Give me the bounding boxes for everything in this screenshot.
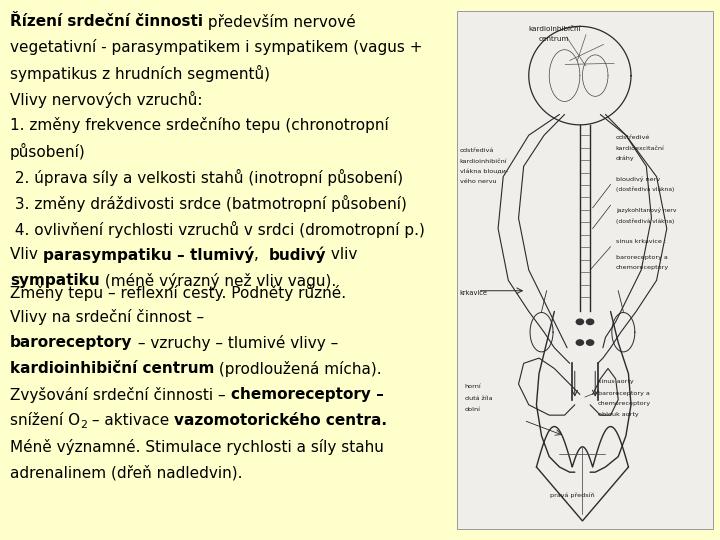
- Text: Řízení srdeční činnosti: Řízení srdeční činnosti: [10, 14, 203, 29]
- Text: horní: horní: [465, 384, 482, 389]
- Text: baroreceptory: baroreceptory: [10, 335, 132, 350]
- Text: Změny tepu – reflexní cesty. Podněty různé.: Změny tepu – reflexní cesty. Podněty růz…: [10, 284, 346, 301]
- Text: snížení O: snížení O: [10, 413, 80, 428]
- Text: vlákna blouди-: vlákna blouди-: [460, 169, 508, 174]
- Text: sympatikus z hrudních segmentů): sympatikus z hrudních segmentů): [10, 65, 270, 83]
- Text: ,: ,: [254, 247, 269, 262]
- Text: Méně významné. Stimulace rychlosti a síly stahu: Méně významné. Stimulace rychlosti a síl…: [10, 439, 384, 455]
- Text: Vlivy nervových vzruchů:: Vlivy nervových vzruchů:: [10, 91, 202, 109]
- Text: chemoreceptory: chemoreceptory: [616, 265, 669, 270]
- Text: adrenalinem (dřeň nadledvin).: adrenalinem (dřeň nadledvin).: [10, 465, 243, 481]
- Circle shape: [576, 340, 583, 345]
- Text: Zvyšování srdeční činnosti –: Zvyšování srdeční činnosti –: [10, 387, 230, 403]
- Text: 3. změny dráždivosti srdce (batmotropní působení): 3. změny dráždivosti srdce (batmotropní …: [10, 195, 407, 212]
- Text: (méně výrazný než vliv vagu).: (méně výrazný než vliv vagu).: [99, 273, 336, 289]
- Text: baroreceptory a: baroreceptory a: [598, 391, 649, 396]
- Text: (dostředivá vlákna): (dostředivá vlákna): [616, 218, 674, 224]
- Text: baroreceptory a: baroreceptory a: [616, 254, 667, 260]
- Text: 2: 2: [80, 420, 87, 430]
- FancyBboxPatch shape: [457, 11, 713, 529]
- Text: Vliv: Vliv: [10, 247, 42, 262]
- Text: (dostředivá vlákna): (dostředivá vlákna): [616, 187, 674, 192]
- Text: jazykohltanový nerv: jazykohltanový nerv: [616, 208, 676, 213]
- Text: vegetativní - parasympatikem i sympatikem (vagus +: vegetativní - parasympatikem i sympatike…: [10, 39, 423, 56]
- Text: krkavice: krkavice: [460, 291, 487, 296]
- Text: sinus aorty: sinus aorty: [598, 379, 634, 384]
- Text: bloudivý nerv: bloudivý nerv: [616, 177, 660, 182]
- Text: sinus krkavice :: sinus krkavice :: [616, 239, 666, 244]
- Text: 2. úprava síly a velkosti stahů (inotropní působení): 2. úprava síly a velkosti stahů (inotrop…: [10, 169, 403, 186]
- Text: parasympatiku – tlumivý: parasympatiku – tlumivý: [42, 247, 254, 264]
- Text: sympatiku: sympatiku: [10, 273, 99, 288]
- Text: – aktivace: – aktivace: [87, 413, 174, 428]
- Text: chemoreceptory –: chemoreceptory –: [230, 387, 384, 402]
- Text: působení): působení): [10, 143, 86, 160]
- Text: kardioinhibiční: kardioinhibiční: [528, 26, 580, 32]
- Text: oblouk aorty: oblouk aorty: [598, 411, 639, 417]
- Text: vého nervu: vého nervu: [460, 179, 496, 184]
- Text: – vzruchy – tlumivé vlivy –: – vzruchy – tlumivé vlivy –: [132, 335, 338, 352]
- Text: odstředivé: odstředivé: [616, 136, 650, 140]
- Text: vliv: vliv: [326, 247, 358, 262]
- Text: kardioexcitační: kardioexcitační: [616, 146, 665, 151]
- Text: 1. změny frekvence srdečního tepu (chronotropní: 1. změny frekvence srdečního tepu (chron…: [10, 117, 389, 133]
- Text: odstředivá: odstředivá: [460, 148, 494, 153]
- Text: dutá žíla: dutá žíla: [465, 396, 492, 401]
- Text: dráhy: dráhy: [616, 156, 634, 161]
- Text: vazomotorického centra.: vazomotorického centra.: [174, 413, 387, 428]
- Circle shape: [576, 319, 583, 325]
- Text: 4. ovlivňení rychlosti vzruchů v srdci (dromotropní p.): 4. ovlivňení rychlosti vzruchů v srdci (…: [10, 221, 425, 238]
- Text: centrum: centrum: [539, 36, 570, 42]
- Text: dolní: dolní: [465, 408, 481, 413]
- Text: kardioinhibiční: kardioinhibiční: [460, 159, 508, 164]
- Text: kardioinhibiční centrum: kardioinhibiční centrum: [10, 361, 215, 376]
- Circle shape: [587, 319, 594, 325]
- Text: především nervové: především nervové: [203, 14, 356, 30]
- Text: (prodloužená mícha).: (prodloužená mícha).: [215, 361, 382, 377]
- Text: chemoreceptory: chemoreceptory: [598, 401, 651, 406]
- Text: pravá předsíň: pravá předsíň: [550, 493, 595, 498]
- Text: Vlivy na srdeční činnost –: Vlivy na srdeční činnost –: [10, 309, 204, 326]
- Circle shape: [587, 340, 594, 345]
- Text: budivý: budivý: [269, 247, 326, 264]
